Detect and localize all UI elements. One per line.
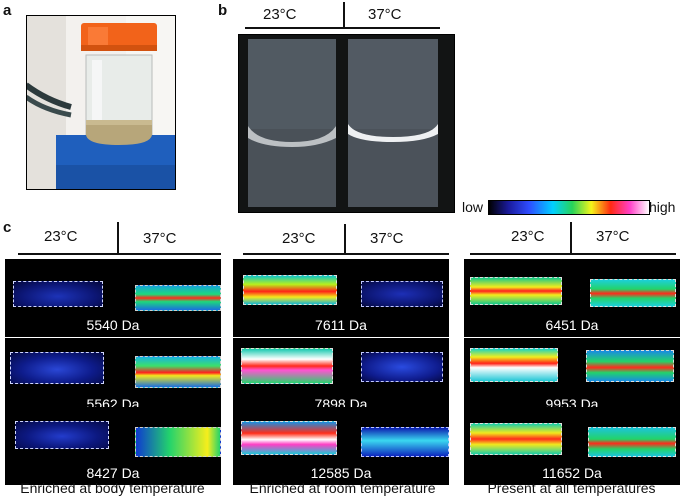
group1-caption: Enriched at body temperature	[20, 480, 205, 496]
colorbar-low-label: low	[462, 199, 484, 215]
group1-temp-left: 23°C	[44, 228, 78, 245]
msi-panel: 8427 Da	[5, 407, 221, 485]
ion-image-37c	[586, 350, 674, 382]
msi-panel: 11652 Da	[464, 407, 680, 485]
msi-panel: 9953 Da	[464, 338, 680, 416]
group1-divider	[117, 222, 119, 254]
group2-temp-right: 37°C	[370, 230, 404, 247]
ion-image-37c	[590, 279, 676, 307]
mass-label: 12585 Da	[310, 465, 372, 481]
ion-image-37c	[135, 356, 221, 388]
intensity-colorbar	[488, 200, 650, 215]
plate-photo	[237, 33, 456, 214]
panel-b-divider	[343, 2, 345, 29]
msi-panel: 6451 Da	[464, 259, 680, 337]
msi-panel: 7611 Da	[233, 259, 449, 337]
group3-caption: Present at all temperatures	[487, 480, 656, 496]
colorbar-high-label: high	[649, 199, 676, 215]
ion-image-23c	[13, 281, 103, 307]
tube-image	[24, 14, 177, 191]
group2-rule	[243, 253, 449, 255]
msi-panel: 7898 Da	[233, 338, 449, 416]
ion-image-23c	[241, 348, 333, 384]
panel-b-temp-left: 23°C	[263, 6, 297, 23]
ion-image-23c	[243, 275, 337, 305]
ion-image-37c	[135, 285, 221, 311]
mass-label: 8427 Da	[86, 465, 140, 481]
panel-b-label: b	[218, 2, 228, 19]
group2-temp-left: 23°C	[282, 230, 316, 247]
group2-caption: Enriched at room temperature	[249, 480, 436, 496]
ion-image-23c	[470, 348, 558, 382]
group2-divider	[344, 224, 346, 254]
ion-image-23c	[10, 352, 104, 384]
ion-image-37c	[135, 427, 221, 457]
ion-image-23c	[470, 277, 562, 305]
sample-tube-photo	[24, 14, 177, 191]
msi-panel: 5562 Da	[5, 338, 221, 416]
ion-image-23c	[470, 423, 562, 455]
ion-image-23c	[15, 421, 109, 449]
ion-image-23c	[241, 421, 337, 455]
group3-temp-right: 37°C	[596, 228, 630, 245]
ion-image-37c	[361, 427, 449, 457]
msi-panel: 5540 Da	[5, 259, 221, 337]
panel-a-label: a	[3, 2, 12, 19]
ion-image-37c	[361, 352, 443, 382]
panel-b-temp-right: 37°C	[368, 6, 402, 23]
mass-label: 11652 Da	[542, 465, 602, 481]
mass-label: 5540 Da	[86, 317, 140, 333]
ion-image-37c	[588, 427, 676, 457]
group3-rule	[470, 253, 676, 255]
ion-image-37c	[361, 281, 443, 307]
mass-label: 7611 Da	[315, 317, 367, 333]
msi-panel: 12585 Da	[233, 407, 449, 485]
panel-b-rule	[245, 27, 440, 29]
mass-label: 6451 Da	[545, 317, 599, 333]
group3-divider	[570, 222, 572, 254]
group3-temp-left: 23°C	[511, 228, 545, 245]
panel-c-label: c	[3, 219, 12, 236]
group1-temp-right: 37°C	[143, 230, 177, 247]
group1-rule	[18, 253, 221, 255]
